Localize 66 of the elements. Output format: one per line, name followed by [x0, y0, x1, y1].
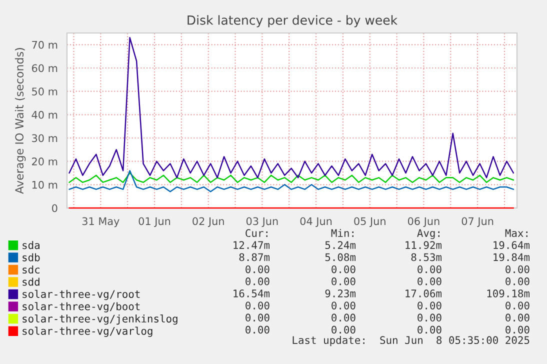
legend-label: solar-three-vg/varlog [22, 326, 152, 337]
text: 0.00 [332, 326, 356, 334]
text: 0.00 [246, 326, 270, 334]
line-series [68, 170, 514, 192]
text: 12.47m [234, 241, 270, 249]
line-series [68, 37, 514, 178]
y-tick-label: 20 m [32, 158, 58, 166]
y-tick-label: 30 m [32, 134, 58, 142]
text: 19.84m [494, 253, 530, 262]
text: 0.00 [506, 326, 530, 334]
y-tick-label: 60 m [32, 64, 58, 72]
text: 5.08m [325, 253, 356, 262]
y-tick-label: 40 m [32, 110, 58, 119]
text: 0.00 [246, 265, 270, 274]
x-tick-label: 07 Jun [462, 217, 494, 228]
text: 0.00 [332, 302, 356, 310]
legend-label: solar-three-vg/root [22, 290, 140, 300]
x-tick-label: 31 May [82, 217, 120, 228]
text: 0.00 [418, 277, 442, 286]
y-tick-label: 0 [52, 204, 58, 212]
text: 9.23m [325, 290, 356, 298]
text: 0.00 [506, 277, 530, 286]
text: Avg: [417, 229, 440, 240]
legend-label: solar-three-vg/jenkinslog [22, 314, 178, 325]
text: 0.00 [332, 277, 356, 286]
legend-label: sdc [22, 265, 40, 274]
text: 0.00 [418, 326, 442, 334]
text: 0.00 [506, 302, 530, 310]
text: 19.64m [494, 241, 530, 250]
text: Last update: Sun Jun 8 05:35:00 2025 [292, 336, 530, 346]
y-axis-title: Average IO Wait (seconds) [14, 48, 26, 194]
x-tick-label: 01 Jun [138, 217, 170, 228]
x-tick-label: 06 Jun [408, 217, 440, 228]
text: 0.00 [246, 277, 270, 286]
x-tick-label: 05 Jun [354, 217, 386, 228]
text: 8.53m [411, 253, 442, 262]
text: 8.87m [239, 253, 270, 262]
text: 0.00 [332, 314, 356, 322]
x-tick-label: 02 Jun [192, 217, 224, 228]
text: Min: [331, 228, 354, 237]
text: 0.00 [332, 265, 356, 274]
text: 0.00 [506, 265, 530, 274]
text: 0.00 [506, 314, 530, 322]
line-series [68, 172, 514, 183]
text: 0.00 [418, 314, 442, 322]
y-tick-label: 50 m [32, 88, 58, 96]
text: 109.18m [487, 290, 530, 298]
legend-label: sda [22, 241, 40, 250]
text: 0.00 [246, 302, 270, 310]
text: 17.06m [406, 290, 442, 298]
legend-label: sdb [22, 253, 40, 262]
y-tick-label: 70 m [32, 40, 58, 49]
text: Cur: [246, 229, 268, 238]
text: Max: [505, 229, 528, 238]
chart-title: Disk latency per device - by week [188, 15, 398, 28]
x-tick-label: 03 Jun [246, 217, 278, 228]
x-tick-label: 04 Jun [300, 217, 332, 228]
text: 11.92m [406, 241, 442, 250]
legend-label: solar-three-vg/boot [22, 302, 140, 312]
text: 0.00 [418, 302, 442, 310]
y-tick-label: 10 m [32, 180, 58, 189]
text: 16.54m [234, 290, 270, 298]
text: 0.00 [246, 314, 270, 322]
text: 0.00 [418, 265, 442, 274]
text: 5.24m [325, 241, 356, 250]
legend-label: sdd [22, 278, 40, 286]
